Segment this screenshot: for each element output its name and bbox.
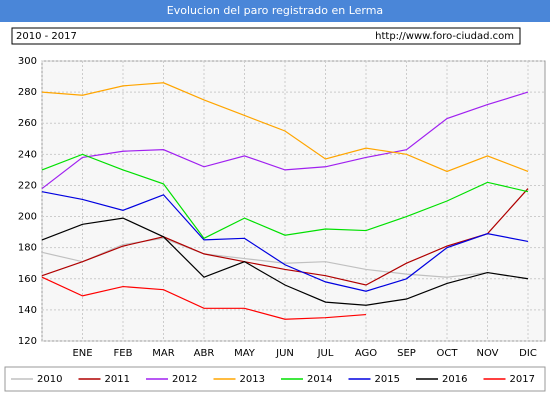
x-tick-label: JUN	[275, 348, 294, 359]
source: http://www.foro-ciudad.com	[375, 31, 514, 42]
x-tick-label: DIC	[519, 348, 537, 359]
y-tick-label: 140	[18, 305, 37, 316]
series-line	[41, 217, 529, 306]
series-line	[41, 153, 529, 240]
series-line	[41, 276, 367, 320]
y-tick-label: 300	[18, 56, 37, 67]
subtitle: 2010 - 2017	[16, 31, 77, 42]
x-tick-label: ABR	[194, 348, 215, 359]
series-line	[41, 237, 529, 280]
x-tick-label: MAY	[234, 348, 256, 359]
series-line	[41, 91, 529, 190]
chart-title: Evolucion del paro registrado en Lerma	[167, 4, 383, 17]
x-tick-label: SEP	[397, 348, 416, 359]
y-tick-label: 240	[18, 149, 37, 160]
y-tick-label: 280	[18, 87, 37, 98]
series-line	[41, 82, 529, 173]
y-tick-label: 260	[18, 118, 37, 129]
subtitle-box	[11, 27, 521, 45]
x-tick-label: AGO	[355, 348, 377, 359]
x-tick-label: MAR	[152, 348, 174, 359]
x-tick-label: OCT	[437, 348, 459, 359]
y-tick-label: 220	[18, 180, 37, 191]
legend-label: 2016	[442, 374, 467, 385]
legend-box	[4, 366, 546, 392]
x-tick-label: ENE	[72, 348, 92, 359]
y-tick-label: 180	[18, 243, 37, 254]
plot-area	[41, 60, 546, 342]
legend-label: 2017	[510, 374, 535, 385]
y-tick-label: 200	[18, 212, 37, 223]
series-line	[41, 191, 529, 292]
legend-label: 2012	[172, 374, 197, 385]
title-bar	[0, 0, 550, 22]
y-tick-label: 120	[18, 336, 37, 347]
x-tick-label: FEB	[114, 348, 133, 359]
legend-label: 2011	[105, 374, 130, 385]
legend-label: 2013	[240, 374, 265, 385]
y-tick-label: 160	[18, 274, 37, 285]
legend-label: 2015	[375, 374, 400, 385]
legend-label: 2010	[37, 374, 62, 385]
series-line	[41, 188, 529, 286]
x-tick-label: JUL	[317, 348, 334, 359]
x-tick-label: NOV	[476, 348, 498, 359]
legend-label: 2014	[307, 374, 332, 385]
